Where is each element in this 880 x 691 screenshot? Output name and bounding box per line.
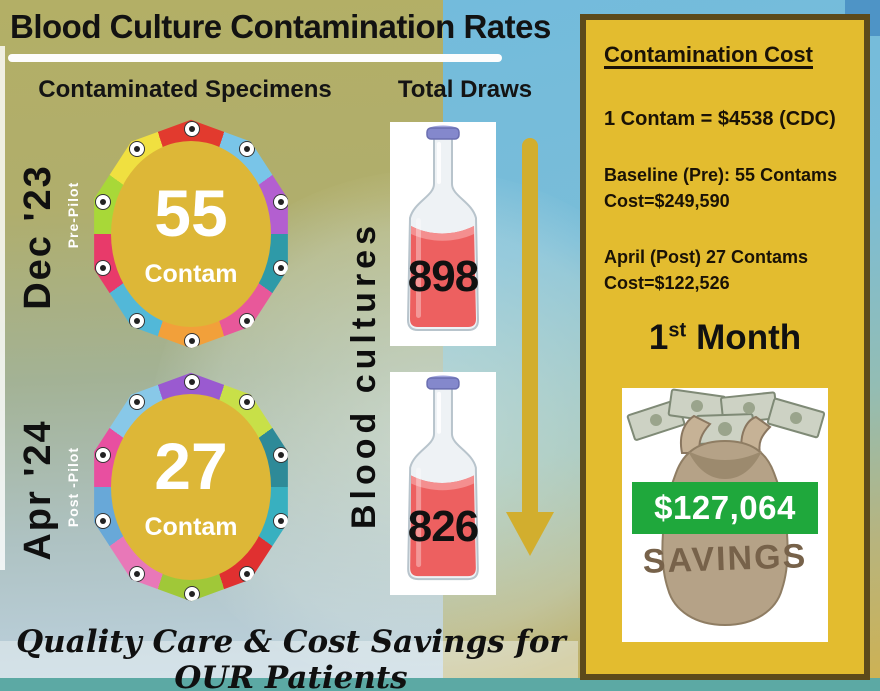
- blood-culture-bottle-icon: [407, 375, 479, 581]
- month-number: 1: [648, 318, 669, 357]
- phase-label-post: Post -Pilot: [65, 446, 81, 528]
- phase-label-pre: Pre-Pilot: [65, 181, 81, 249]
- month-word: Month: [696, 318, 802, 357]
- contamination-cost-panel: Contamination Cost 1 Contam = $4538 (CDC…: [580, 14, 870, 680]
- contam-unit-label: Contam: [144, 512, 238, 541]
- footer-tagline: Quality Care & Cost Savings for OUR Pati…: [16, 624, 566, 691]
- contam-count-pre: 55: [154, 175, 228, 250]
- monster-eye-icon: [239, 394, 255, 410]
- period-label-post: Apr '24: [16, 419, 59, 561]
- contam-badge-post: 27 Contam: [85, 368, 297, 606]
- contam-unit-label: Contam: [144, 259, 238, 288]
- left-border-strip: [0, 46, 5, 570]
- monster-eye-icon: [184, 374, 200, 390]
- blood-cultures-axis-label: Blood cultures: [344, 220, 383, 530]
- monster-eye-icon: [239, 566, 255, 582]
- baseline-cost-block: Baseline (Pre): 55 Contams Cost=$249,590: [604, 162, 837, 214]
- first-month-label: 1st Month: [586, 318, 864, 358]
- baseline-contams-line: Baseline (Pre): 55 Contams: [604, 165, 838, 185]
- month-ordinal: st: [668, 319, 687, 342]
- savings-amount-box: $127,064: [632, 482, 818, 534]
- monster-eye-icon: [184, 586, 200, 602]
- monster-eye-icon: [273, 447, 288, 463]
- page-title: Blood Culture Contamination Rates: [10, 8, 551, 45]
- monster-eye-icon: [239, 313, 255, 329]
- contam-count-post: 27: [154, 428, 228, 503]
- monster-eye-icon: [129, 313, 145, 329]
- post-contams-line: April (Post) 27 Contams: [604, 247, 809, 267]
- title-underline: [8, 54, 502, 62]
- savings-amount: $127,064: [654, 489, 796, 526]
- unit-cost-line: 1 Contam = $4538 (CDC): [604, 108, 836, 130]
- blood-culture-bottle-icon: [406, 125, 480, 331]
- bottom-teal-strip: [0, 678, 880, 691]
- savings-card: $127,064 SAVINGS: [622, 388, 828, 642]
- post-cost-line: Cost=$122,526: [604, 273, 730, 294]
- down-arrow-head-icon: [506, 512, 554, 556]
- period-label-pre: Dec '23: [16, 164, 59, 310]
- total-draws-value-post: 826: [407, 502, 479, 551]
- monster-eye-icon: [95, 194, 111, 210]
- monster-eye-icon: [273, 194, 288, 210]
- savings-label: SAVINGS: [642, 537, 808, 581]
- contam-badge-center: 55 Contam: [111, 141, 271, 327]
- total-draws-card-post: 826: [390, 372, 496, 595]
- baseline-cost-line: Cost=$249,590: [604, 191, 730, 212]
- monster-eye-icon: [129, 394, 145, 410]
- monster-eye-icon: [273, 260, 288, 276]
- monster-eye-icon: [95, 260, 111, 276]
- monster-eye-icon: [239, 141, 255, 157]
- total-draws-card-pre: 898: [390, 122, 496, 346]
- down-arrow-icon: [522, 138, 538, 520]
- contam-badge-pre: 55 Contam: [85, 115, 297, 353]
- post-cost-block: April (Post) 27 Contams Cost=$122,526: [604, 244, 808, 296]
- total-draws-header: Total Draws: [397, 76, 533, 103]
- monster-eye-icon: [129, 566, 145, 582]
- monster-eye-icon: [95, 447, 111, 463]
- contaminated-specimens-header: Contaminated Specimens: [38, 76, 332, 103]
- contam-badge-center: 27 Contam: [111, 394, 271, 580]
- total-draws-value-pre: 898: [407, 252, 479, 301]
- monster-eye-icon: [184, 121, 200, 137]
- monster-eye-icon: [95, 513, 111, 529]
- monster-eye-icon: [273, 513, 288, 529]
- monster-eye-icon: [184, 333, 200, 349]
- cost-panel-heading: Contamination Cost: [604, 42, 813, 67]
- monster-eye-icon: [129, 141, 145, 157]
- footer-band: [0, 641, 578, 678]
